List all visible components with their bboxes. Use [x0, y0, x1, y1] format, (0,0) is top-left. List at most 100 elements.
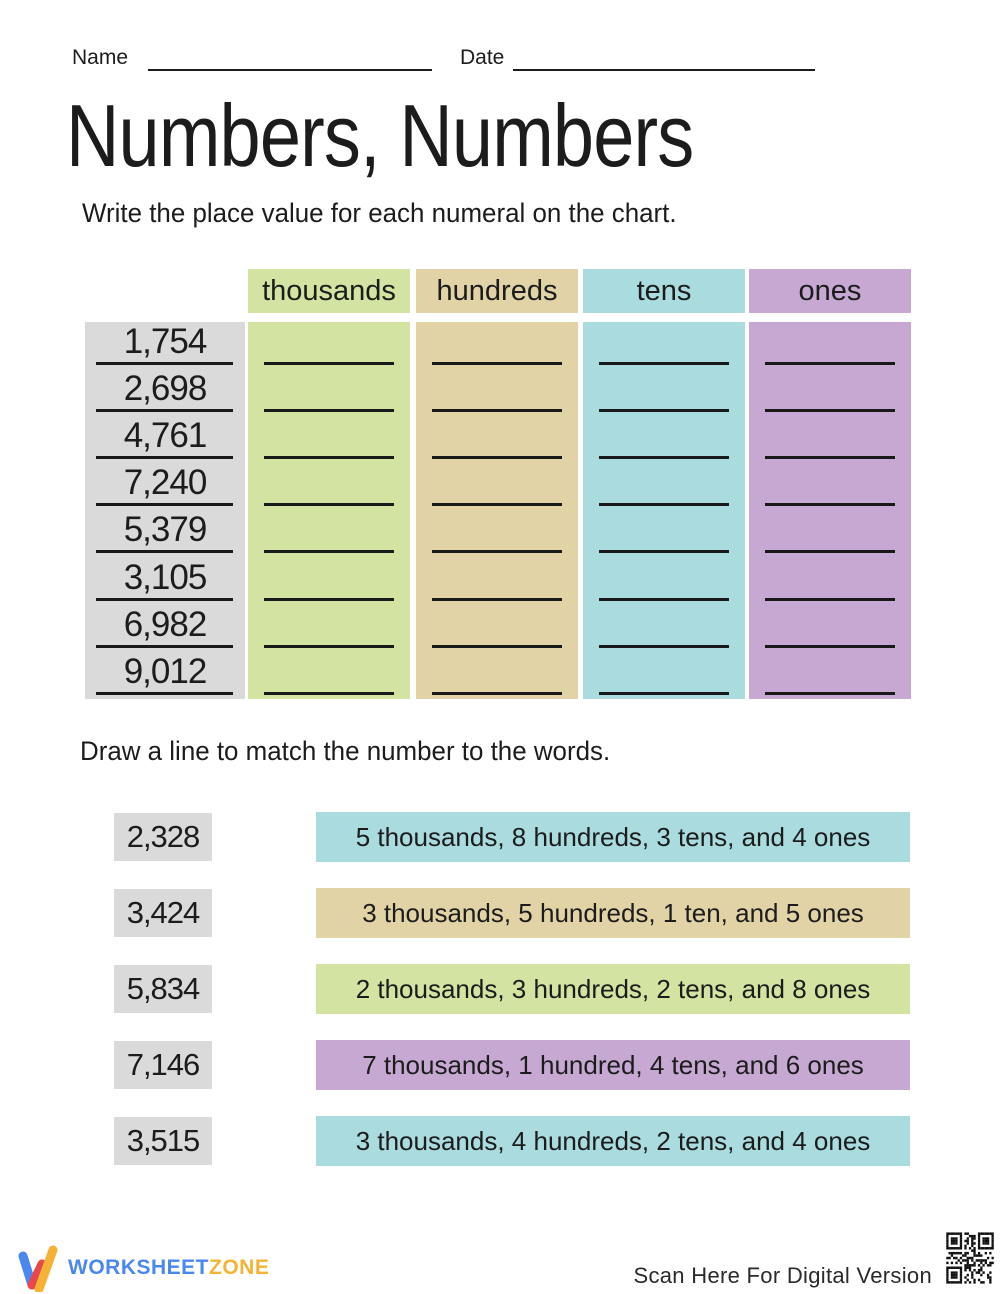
answer-blank-hundreds[interactable] [416, 605, 578, 652]
match-words-box[interactable]: 5 thousands, 8 hundreds, 3 tens, and 4 o… [316, 812, 910, 862]
match-number-box[interactable]: 3,515 [114, 1117, 212, 1165]
match-row: 7,146 7 thousands, 1 hundred, 4 tens, and… [0, 1040, 1000, 1090]
answer-blank-hundreds[interactable] [416, 463, 578, 510]
blank-line [432, 597, 562, 601]
match-number-box[interactable]: 5,834 [114, 965, 212, 1013]
answer-blank-hundreds[interactable] [416, 416, 578, 463]
answer-blank-hundreds[interactable] [416, 557, 578, 604]
blank-line [765, 456, 895, 460]
blank-line [765, 691, 895, 695]
answer-blank-ones[interactable] [749, 463, 911, 510]
answer-blank-ones[interactable] [749, 322, 911, 369]
qr-code-icon [944, 1230, 996, 1286]
blank-line [599, 644, 729, 648]
answer-blank-thousands[interactable] [248, 369, 410, 416]
date-label: Date [460, 46, 505, 69]
answer-blank-tens[interactable] [583, 510, 745, 557]
numeral-row: 3,105 [85, 557, 245, 604]
answer-blank-thousands[interactable] [248, 416, 410, 463]
answer-blank-tens[interactable] [583, 416, 745, 463]
answer-blank-tens[interactable] [583, 605, 745, 652]
numeral-row: 9,012 [85, 652, 245, 699]
numeral-underline [96, 644, 233, 648]
blank-line [264, 550, 394, 554]
match-words-box[interactable]: 3 thousands, 5 hundreds, 1 ten, and 5 on… [316, 888, 910, 938]
match-number-box[interactable]: 2,328 [114, 813, 212, 861]
answer-blank-tens[interactable] [583, 322, 745, 369]
answer-blank-ones[interactable] [749, 369, 911, 416]
name-label: Name [72, 46, 129, 69]
answer-blank-thousands[interactable] [248, 322, 410, 369]
numeral-value: 7,240 [123, 463, 208, 503]
answer-blank-thousands[interactable] [248, 557, 410, 604]
blank-line [599, 503, 729, 507]
column-hundreds [416, 322, 578, 699]
answer-blank-tens[interactable] [583, 652, 745, 699]
numeral-underline [96, 362, 233, 366]
match-words-box[interactable]: 3 thousands, 4 hundreds, 2 tens, and 4 o… [316, 1116, 910, 1166]
numeral-underline [96, 456, 233, 460]
blank-line [765, 362, 895, 366]
answer-blank-thousands[interactable] [248, 463, 410, 510]
match-row: 2,328 5 thousands, 8 hundreds, 3 tens, an… [0, 812, 1000, 862]
numeral-row: 5,379 [85, 510, 245, 557]
brand-text-zone: ZONE [209, 1256, 270, 1279]
match-number-box[interactable]: 7,146 [114, 1041, 212, 1089]
numeral-row: 6,982 [85, 605, 245, 652]
column-tens [583, 322, 745, 699]
numeral-value: 6,982 [123, 604, 208, 644]
column-header-hundreds: hundreds [416, 269, 578, 313]
answer-blank-thousands[interactable] [248, 605, 410, 652]
blank-line [599, 409, 729, 413]
numeral-row: 4,761 [85, 416, 245, 463]
blank-line [432, 644, 562, 648]
blank-line [264, 409, 394, 413]
answer-blank-ones[interactable] [749, 510, 911, 557]
blank-line [765, 409, 895, 413]
answer-blank-thousands[interactable] [248, 510, 410, 557]
answer-blank-hundreds[interactable] [416, 322, 578, 369]
blank-line [599, 597, 729, 601]
blank-line [599, 691, 729, 695]
answer-blank-tens[interactable] [583, 557, 745, 604]
answer-blank-hundreds[interactable] [416, 652, 578, 699]
blank-line [432, 362, 562, 366]
blank-line [599, 362, 729, 366]
answer-blank-ones[interactable] [749, 652, 911, 699]
blank-line [264, 691, 394, 695]
blank-line [264, 503, 394, 507]
page-title: Numbers, Numbers [66, 86, 694, 185]
blank-line [765, 550, 895, 554]
column-header-ones: ones [749, 269, 911, 313]
blank-line [599, 456, 729, 460]
numeral-value: 2,698 [123, 369, 208, 409]
answer-blank-ones[interactable] [749, 557, 911, 604]
name-input-line[interactable] [148, 69, 432, 71]
match-words-box[interactable]: 2 thousands, 3 hundreds, 2 tens, and 8 o… [316, 964, 910, 1014]
answer-blank-ones[interactable] [749, 605, 911, 652]
blank-line [264, 644, 394, 648]
answer-blank-hundreds[interactable] [416, 369, 578, 416]
answer-blank-tens[interactable] [583, 369, 745, 416]
blank-line [432, 503, 562, 507]
blank-line [264, 362, 394, 366]
match-row: 3,515 3 thousands, 4 hundreds, 2 tens, an… [0, 1116, 1000, 1166]
column-thousands [248, 322, 410, 699]
answer-blank-hundreds[interactable] [416, 510, 578, 557]
blank-line [765, 644, 895, 648]
column-header-tens: tens [583, 269, 745, 313]
date-input-line[interactable] [513, 69, 815, 71]
numeral-value: 5,379 [123, 510, 208, 550]
blank-line [432, 456, 562, 460]
numeral-underline [96, 691, 233, 695]
match-number-box[interactable]: 3,424 [114, 889, 212, 937]
match-words-box[interactable]: 7 thousands, 1 hundred, 4 tens, and 6 on… [316, 1040, 910, 1090]
numeral-value: 4,761 [123, 416, 208, 456]
answer-blank-thousands[interactable] [248, 652, 410, 699]
match-row: 5,834 2 thousands, 3 hundreds, 2 tens, an… [0, 964, 1000, 1014]
blank-line [765, 503, 895, 507]
answer-blank-tens[interactable] [583, 463, 745, 510]
matching-section: 2,328 5 thousands, 8 hundreds, 3 tens, an… [0, 812, 1000, 1168]
answer-blank-ones[interactable] [749, 416, 911, 463]
